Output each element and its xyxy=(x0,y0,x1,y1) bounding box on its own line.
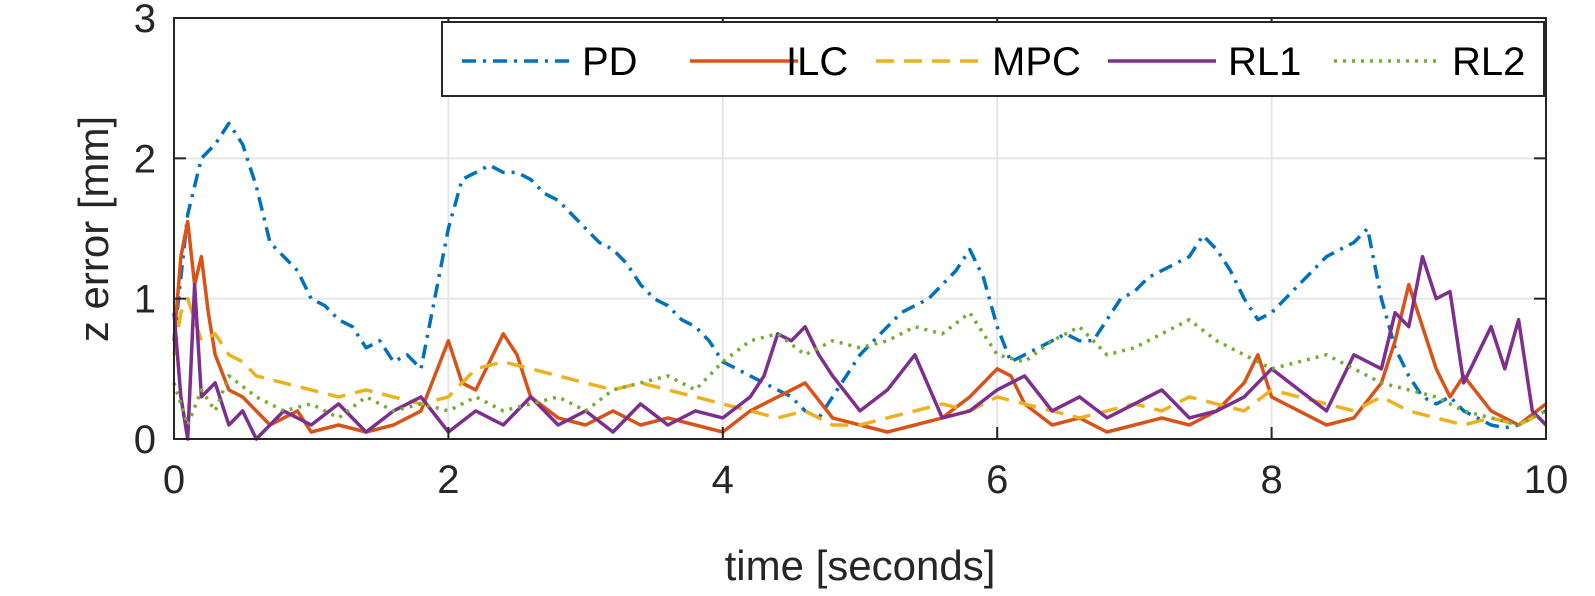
y-tick-label: 0 xyxy=(134,418,156,462)
legend-box xyxy=(441,21,1545,97)
x-tick-label: 4 xyxy=(712,458,734,502)
legend: PD ILC MPC RL1 RL2 xyxy=(441,21,1545,97)
legend-label-pd: PD xyxy=(582,40,638,84)
y-tick-label: 3 xyxy=(134,0,156,41)
series-line-mpc xyxy=(172,296,1547,427)
series-layer xyxy=(172,121,1548,441)
series-line-rl2 xyxy=(172,310,1547,427)
tick-labels: 0 2 4 6 8 10 0 1 2 3 xyxy=(134,0,1569,502)
axes xyxy=(173,17,1547,440)
x-axis-label: time [seconds] xyxy=(725,542,996,589)
x-tick-label: 6 xyxy=(986,458,1008,502)
series-line-rl1 xyxy=(172,254,1548,441)
y-tick-label: 1 xyxy=(134,278,156,322)
series-line-ilc xyxy=(172,219,1548,434)
y-tick-label: 2 xyxy=(134,137,156,181)
series-line-pd xyxy=(172,121,1547,430)
legend-label-rl2: RL2 xyxy=(1452,40,1525,84)
x-tick-label: 0 xyxy=(163,458,185,502)
legend-label-mpc: MPC xyxy=(992,40,1081,84)
y-axis-label: z error [mm] xyxy=(70,116,117,342)
plot-frame xyxy=(173,17,1547,440)
x-tick-label: 2 xyxy=(437,458,459,502)
legend-label-rl1: RL1 xyxy=(1228,40,1301,84)
x-tick-label: 10 xyxy=(1524,458,1569,502)
x-tick-label: 8 xyxy=(1260,458,1282,502)
legend-label-ilc: ILC xyxy=(786,40,848,84)
